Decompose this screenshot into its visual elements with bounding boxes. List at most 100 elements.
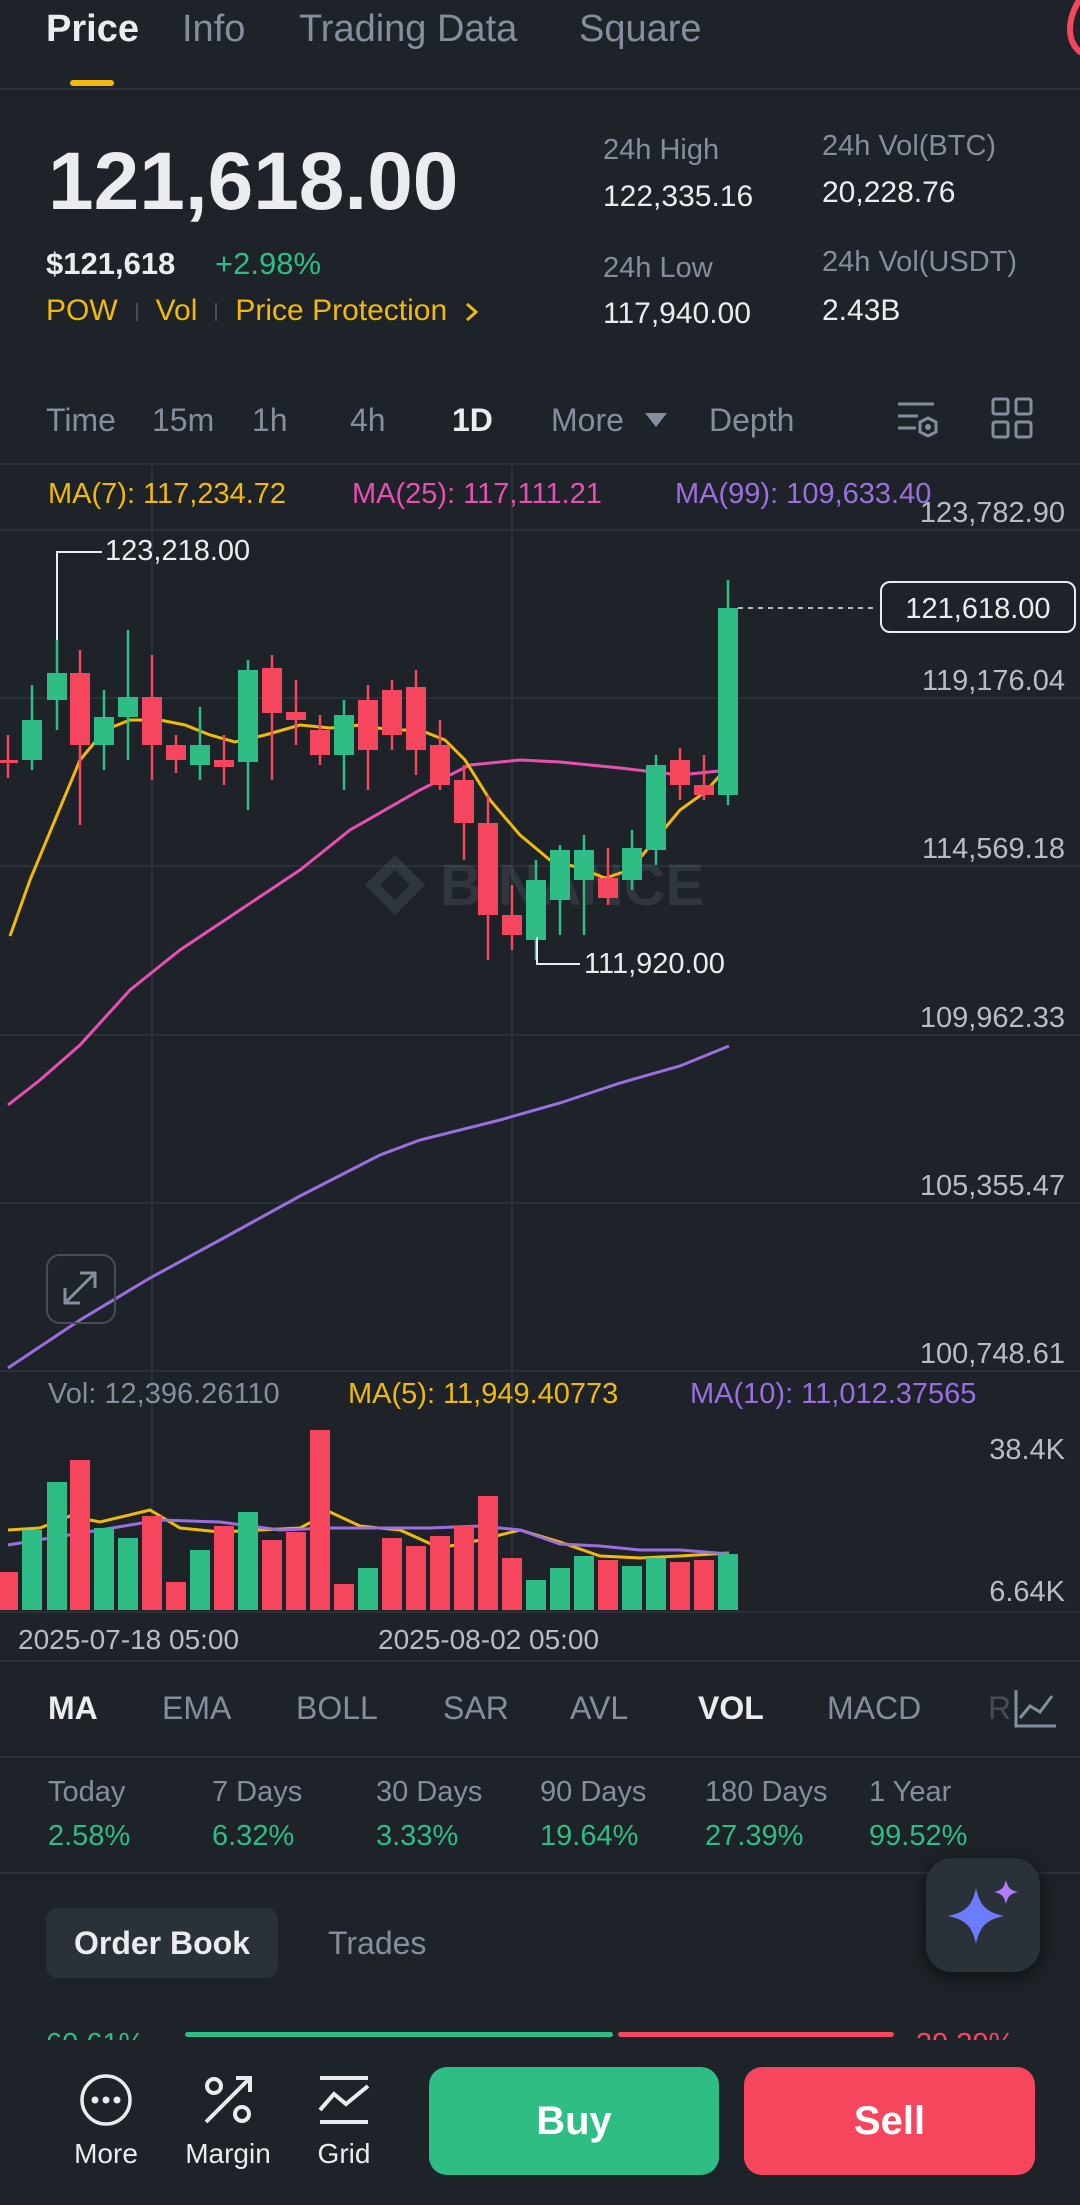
- candle: [502, 915, 522, 935]
- more-button[interactable]: [64, 2072, 148, 2133]
- candle: [70, 673, 90, 745]
- candle: [190, 745, 210, 765]
- perf-label: 180 Days: [705, 1776, 828, 1808]
- candle: [142, 697, 162, 745]
- top-tab-bar: Price Info Trading Data Square: [0, 0, 1080, 90]
- candle: [22, 720, 42, 760]
- vol-btc-value: 20,228.76: [822, 176, 956, 209]
- indicator-vol[interactable]: VOL: [698, 1690, 764, 1726]
- chevron-right-icon: [465, 302, 478, 322]
- volume-bar: [286, 1532, 306, 1610]
- perf-label: Today: [48, 1776, 126, 1808]
- volume-bar: [622, 1566, 642, 1610]
- divider: [0, 463, 1080, 465]
- perf-value: 27.39%: [705, 1820, 804, 1852]
- buy-button[interactable]: Buy: [429, 2067, 719, 2175]
- indicator-boll[interactable]: BOLL: [296, 1690, 378, 1726]
- indicator-rsi[interactable]: R: [988, 1690, 1012, 1726]
- margin-button[interactable]: [186, 2072, 270, 2133]
- candle: [718, 693, 738, 795]
- more-icon: [80, 2074, 132, 2126]
- chart-settings-icon[interactable]: [894, 396, 940, 442]
- perf-value: 99.52%: [869, 1820, 968, 1852]
- perf-label: 90 Days: [540, 1776, 647, 1808]
- indicator-avl[interactable]: AVL: [570, 1690, 629, 1726]
- volume-bar: [646, 1558, 666, 1610]
- tab-trading-data[interactable]: Trading Data: [299, 8, 518, 50]
- tag-price-protection[interactable]: Price Protection: [235, 294, 448, 327]
- expand-chart-button[interactable]: [46, 1254, 116, 1324]
- sell-button[interactable]: Sell: [744, 2067, 1035, 2175]
- indicator-sar[interactable]: SAR: [443, 1690, 509, 1726]
- price-chart[interactable]: BINANCE: [0, 0, 1080, 1640]
- perf-label: 1 Year: [869, 1776, 952, 1808]
- volume-bar: [406, 1546, 426, 1610]
- tag-vol[interactable]: Vol: [155, 294, 198, 327]
- volume-axis-label: 38.4K: [989, 1434, 1065, 1466]
- volume-bar: [454, 1526, 474, 1610]
- candle: [358, 700, 378, 750]
- grid-trading-icon: [318, 2076, 370, 2124]
- interval-15m[interactable]: 15m: [152, 402, 215, 438]
- interval-time[interactable]: Time: [46, 402, 116, 438]
- candle: [622, 848, 642, 880]
- date-label: 2025-07-18 05:00: [18, 1624, 240, 1655]
- current-price-tag: 121,618.00: [880, 581, 1076, 633]
- grid-button[interactable]: [302, 2072, 386, 2133]
- volume-bar: [0, 1572, 18, 1610]
- ma7-label: MA(7): 117,234.72: [48, 478, 287, 510]
- date-label: 2025-08-02 05:00: [378, 1624, 600, 1655]
- indicator-macd[interactable]: MACD: [827, 1690, 922, 1726]
- candle: [406, 687, 426, 750]
- volume-bar: [478, 1496, 498, 1610]
- volume-bar: [214, 1526, 234, 1610]
- ma25-label: MA(25): 117,111.21: [352, 478, 602, 510]
- volume-bar: [47, 1482, 67, 1610]
- interval-depth[interactable]: Depth: [709, 402, 795, 438]
- grid-label: Grid: [317, 2138, 371, 2169]
- volume-bar: [382, 1538, 402, 1610]
- indicator-ma[interactable]: MA: [48, 1690, 98, 1726]
- volume-bar: [118, 1538, 138, 1610]
- price-axis-label: 105,355.47: [919, 1170, 1065, 1202]
- volume-bar: [550, 1568, 570, 1610]
- price-axis-label: 119,176.04: [922, 665, 1065, 697]
- interval-4h[interactable]: 4h: [350, 402, 386, 438]
- volume-bar: [598, 1560, 618, 1610]
- candle: [718, 608, 738, 693]
- volume-bar: [574, 1556, 594, 1610]
- interval-1h[interactable]: 1h: [252, 402, 288, 438]
- indicator-ema[interactable]: EMA: [162, 1690, 232, 1726]
- tab-price[interactable]: Price: [46, 8, 139, 50]
- candle: [94, 717, 114, 745]
- tab-info[interactable]: Info: [182, 8, 246, 50]
- tag-pow[interactable]: POW: [46, 294, 118, 327]
- tab-order-book[interactable]: Order Book: [46, 1908, 278, 1978]
- candle: [550, 850, 570, 900]
- tab-trades[interactable]: Trades: [328, 1925, 427, 1961]
- price-axis-label: 114,569.18: [922, 833, 1065, 865]
- volume-label: Vol: 12,396.26110: [48, 1378, 280, 1410]
- candle: [526, 880, 546, 940]
- candle: [166, 745, 186, 760]
- candle: [598, 878, 618, 898]
- margin-icon: [204, 2076, 252, 2124]
- candle: [118, 697, 138, 717]
- interval-more[interactable]: More: [551, 402, 624, 438]
- grid-layout-icon[interactable]: [990, 396, 1034, 440]
- candle: [262, 668, 282, 713]
- perf-value: 6.32%: [212, 1820, 295, 1852]
- ai-assistant-button[interactable]: [926, 1858, 1040, 1972]
- candle: [0, 760, 18, 763]
- tab-square[interactable]: Square: [579, 8, 702, 50]
- last-price: 121,618.00: [48, 136, 459, 227]
- vol-btc-label: 24h Vol(BTC): [822, 130, 997, 162]
- volume-bar: [430, 1536, 450, 1610]
- interval-1d[interactable]: 1D: [452, 402, 493, 438]
- sell-ratio-bar: [618, 2032, 894, 2037]
- vol-ma5-label: MA(5): 11,949.40773: [348, 1378, 619, 1410]
- indicator-settings-icon[interactable]: [1012, 1686, 1058, 1730]
- ma99-label: MA(99): 109,633.40: [675, 478, 932, 510]
- low-label: 24h Low: [603, 252, 713, 284]
- buy-ratio-bar: [185, 2032, 613, 2037]
